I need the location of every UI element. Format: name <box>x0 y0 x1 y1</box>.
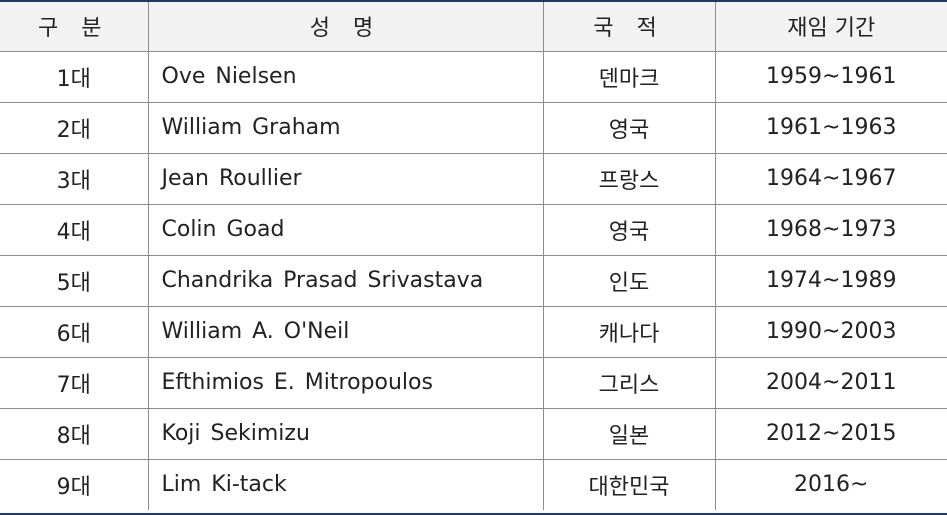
cell-order: 7대 <box>0 357 149 409</box>
cell-name: Koji Sekimizu <box>148 408 544 460</box>
header-row: 구 분 성 명 국 적 재임 기간 <box>0 2 947 52</box>
cell-order: 9대 <box>0 459 149 510</box>
cell-name: Ove Nielsen <box>148 51 544 103</box>
table-row: 5대 Chandrika Prasad Srivastava 인도 1974~1… <box>0 255 947 307</box>
table-row: 2대 William Graham 영국 1961~1963 <box>0 102 947 154</box>
cell-name: William A. O'Neil <box>148 306 544 358</box>
cell-term: 1990~2003 <box>715 306 947 358</box>
cell-term: 1959~1961 <box>715 51 947 103</box>
header-order: 구 분 <box>0 2 149 52</box>
cell-name: Colin Goad <box>148 204 544 256</box>
cell-nationality: 그리스 <box>543 357 716 409</box>
table-row: 1대 Ove Nielsen 덴마크 1959~1961 <box>0 51 947 103</box>
cell-nationality: 프랑스 <box>543 153 716 205</box>
cell-name: Lim Ki-tack <box>148 459 544 510</box>
table-body: 1대 Ove Nielsen 덴마크 1959~1961 2대 William … <box>0 51 947 510</box>
cell-nationality: 영국 <box>543 204 716 256</box>
table-row: 4대 Colin Goad 영국 1968~1973 <box>0 204 947 256</box>
table-row: 7대 Efthimios E. Mitropoulos 그리스 2004~201… <box>0 357 947 409</box>
table-row: 6대 William A. O'Neil 캐나다 1990~2003 <box>0 306 947 358</box>
cell-order: 8대 <box>0 408 149 460</box>
table-row: 8대 Koji Sekimizu 일본 2012~2015 <box>0 408 947 460</box>
cell-order: 5대 <box>0 255 149 307</box>
header-nationality: 국 적 <box>543 2 716 52</box>
cell-nationality: 인도 <box>543 255 716 307</box>
table-row: 3대 Jean Roullier 프랑스 1964~1967 <box>0 153 947 205</box>
cell-nationality: 대한민국 <box>543 459 716 510</box>
header-term: 재임 기간 <box>715 2 947 52</box>
cell-nationality: 일본 <box>543 408 716 460</box>
cell-order: 6대 <box>0 306 149 358</box>
cell-term: 2016~ <box>794 472 869 498</box>
cell-order: 4대 <box>0 204 149 256</box>
cell-name: William Graham <box>148 102 544 154</box>
table-header: 구 분 성 명 국 적 재임 기간 <box>0 2 947 52</box>
cell-term: 1964~1967 <box>715 153 947 205</box>
cell-term: 1961~1963 <box>715 102 947 154</box>
cell-nationality: 덴마크 <box>543 51 716 103</box>
cell-order: 2대 <box>0 102 149 154</box>
header-name: 성 명 <box>148 2 544 52</box>
table-row: 9대 Lim Ki-tack 대한민국 2016~ <box>0 459 947 510</box>
cell-order: 1대 <box>0 51 149 103</box>
cell-name: Chandrika Prasad Srivastava <box>148 255 544 307</box>
cell-name: Jean Roullier <box>148 153 544 205</box>
cell-name: Efthimios E. Mitropoulos <box>148 357 544 409</box>
cell-nationality: 영국 <box>543 102 716 154</box>
cell-term: 1974~1989 <box>715 255 947 307</box>
cell-order: 3대 <box>0 153 149 205</box>
cell-nationality: 캐나다 <box>543 306 716 358</box>
cell-term: 1968~1973 <box>715 204 947 256</box>
cell-term: 2012~2015 <box>715 408 947 460</box>
cell-term: 2004~2011 <box>715 357 947 409</box>
